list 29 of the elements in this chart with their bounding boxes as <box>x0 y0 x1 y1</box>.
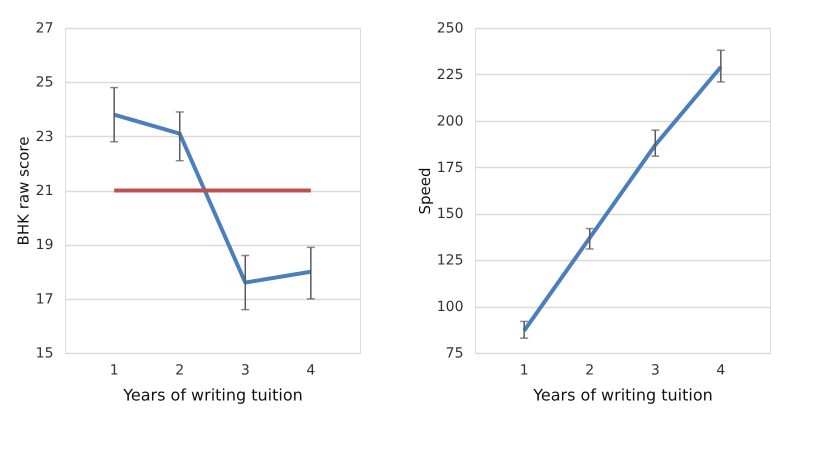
x-axis-title: Years of writing tuition <box>122 386 303 404</box>
y-tick-label: 19 <box>36 237 54 254</box>
y-tick-label: 250 <box>436 20 464 36</box>
x-tick-label: 1 <box>520 362 529 378</box>
y-tick-label: 25 <box>36 74 54 91</box>
x-axis-title: Years of writing tuition <box>532 386 713 404</box>
y-axis-title: Speed <box>416 167 434 215</box>
y-tick-label: 21 <box>36 183 54 199</box>
y-tick-label: 200 <box>436 113 464 130</box>
y-tick-label: 225 <box>436 66 464 83</box>
x-tick-label: 3 <box>240 362 250 378</box>
x-tick-label: 2 <box>175 362 184 378</box>
y-tick-label: 23 <box>36 128 54 145</box>
y-tick-label: 75 <box>446 346 464 362</box>
y-tick-label: 15 <box>36 346 54 362</box>
y-tick-label: 17 <box>36 291 54 308</box>
x-tick-label: 3 <box>650 362 660 378</box>
y-tick-label: 27 <box>36 20 54 36</box>
y-tick-label: 100 <box>436 299 464 316</box>
y-axis-title: BHK raw score <box>14 136 33 246</box>
line-series <box>522 65 723 333</box>
x-tick-label: 1 <box>110 362 119 378</box>
x-tick-label: 4 <box>716 362 726 378</box>
x-tick-label: 2 <box>585 362 594 378</box>
y-tick-label: 150 <box>436 206 464 222</box>
line-series <box>112 112 313 285</box>
y-tick-label: 175 <box>436 160 464 176</box>
y-tick-label: 125 <box>436 252 464 269</box>
x-tick-label: 4 <box>306 362 316 378</box>
